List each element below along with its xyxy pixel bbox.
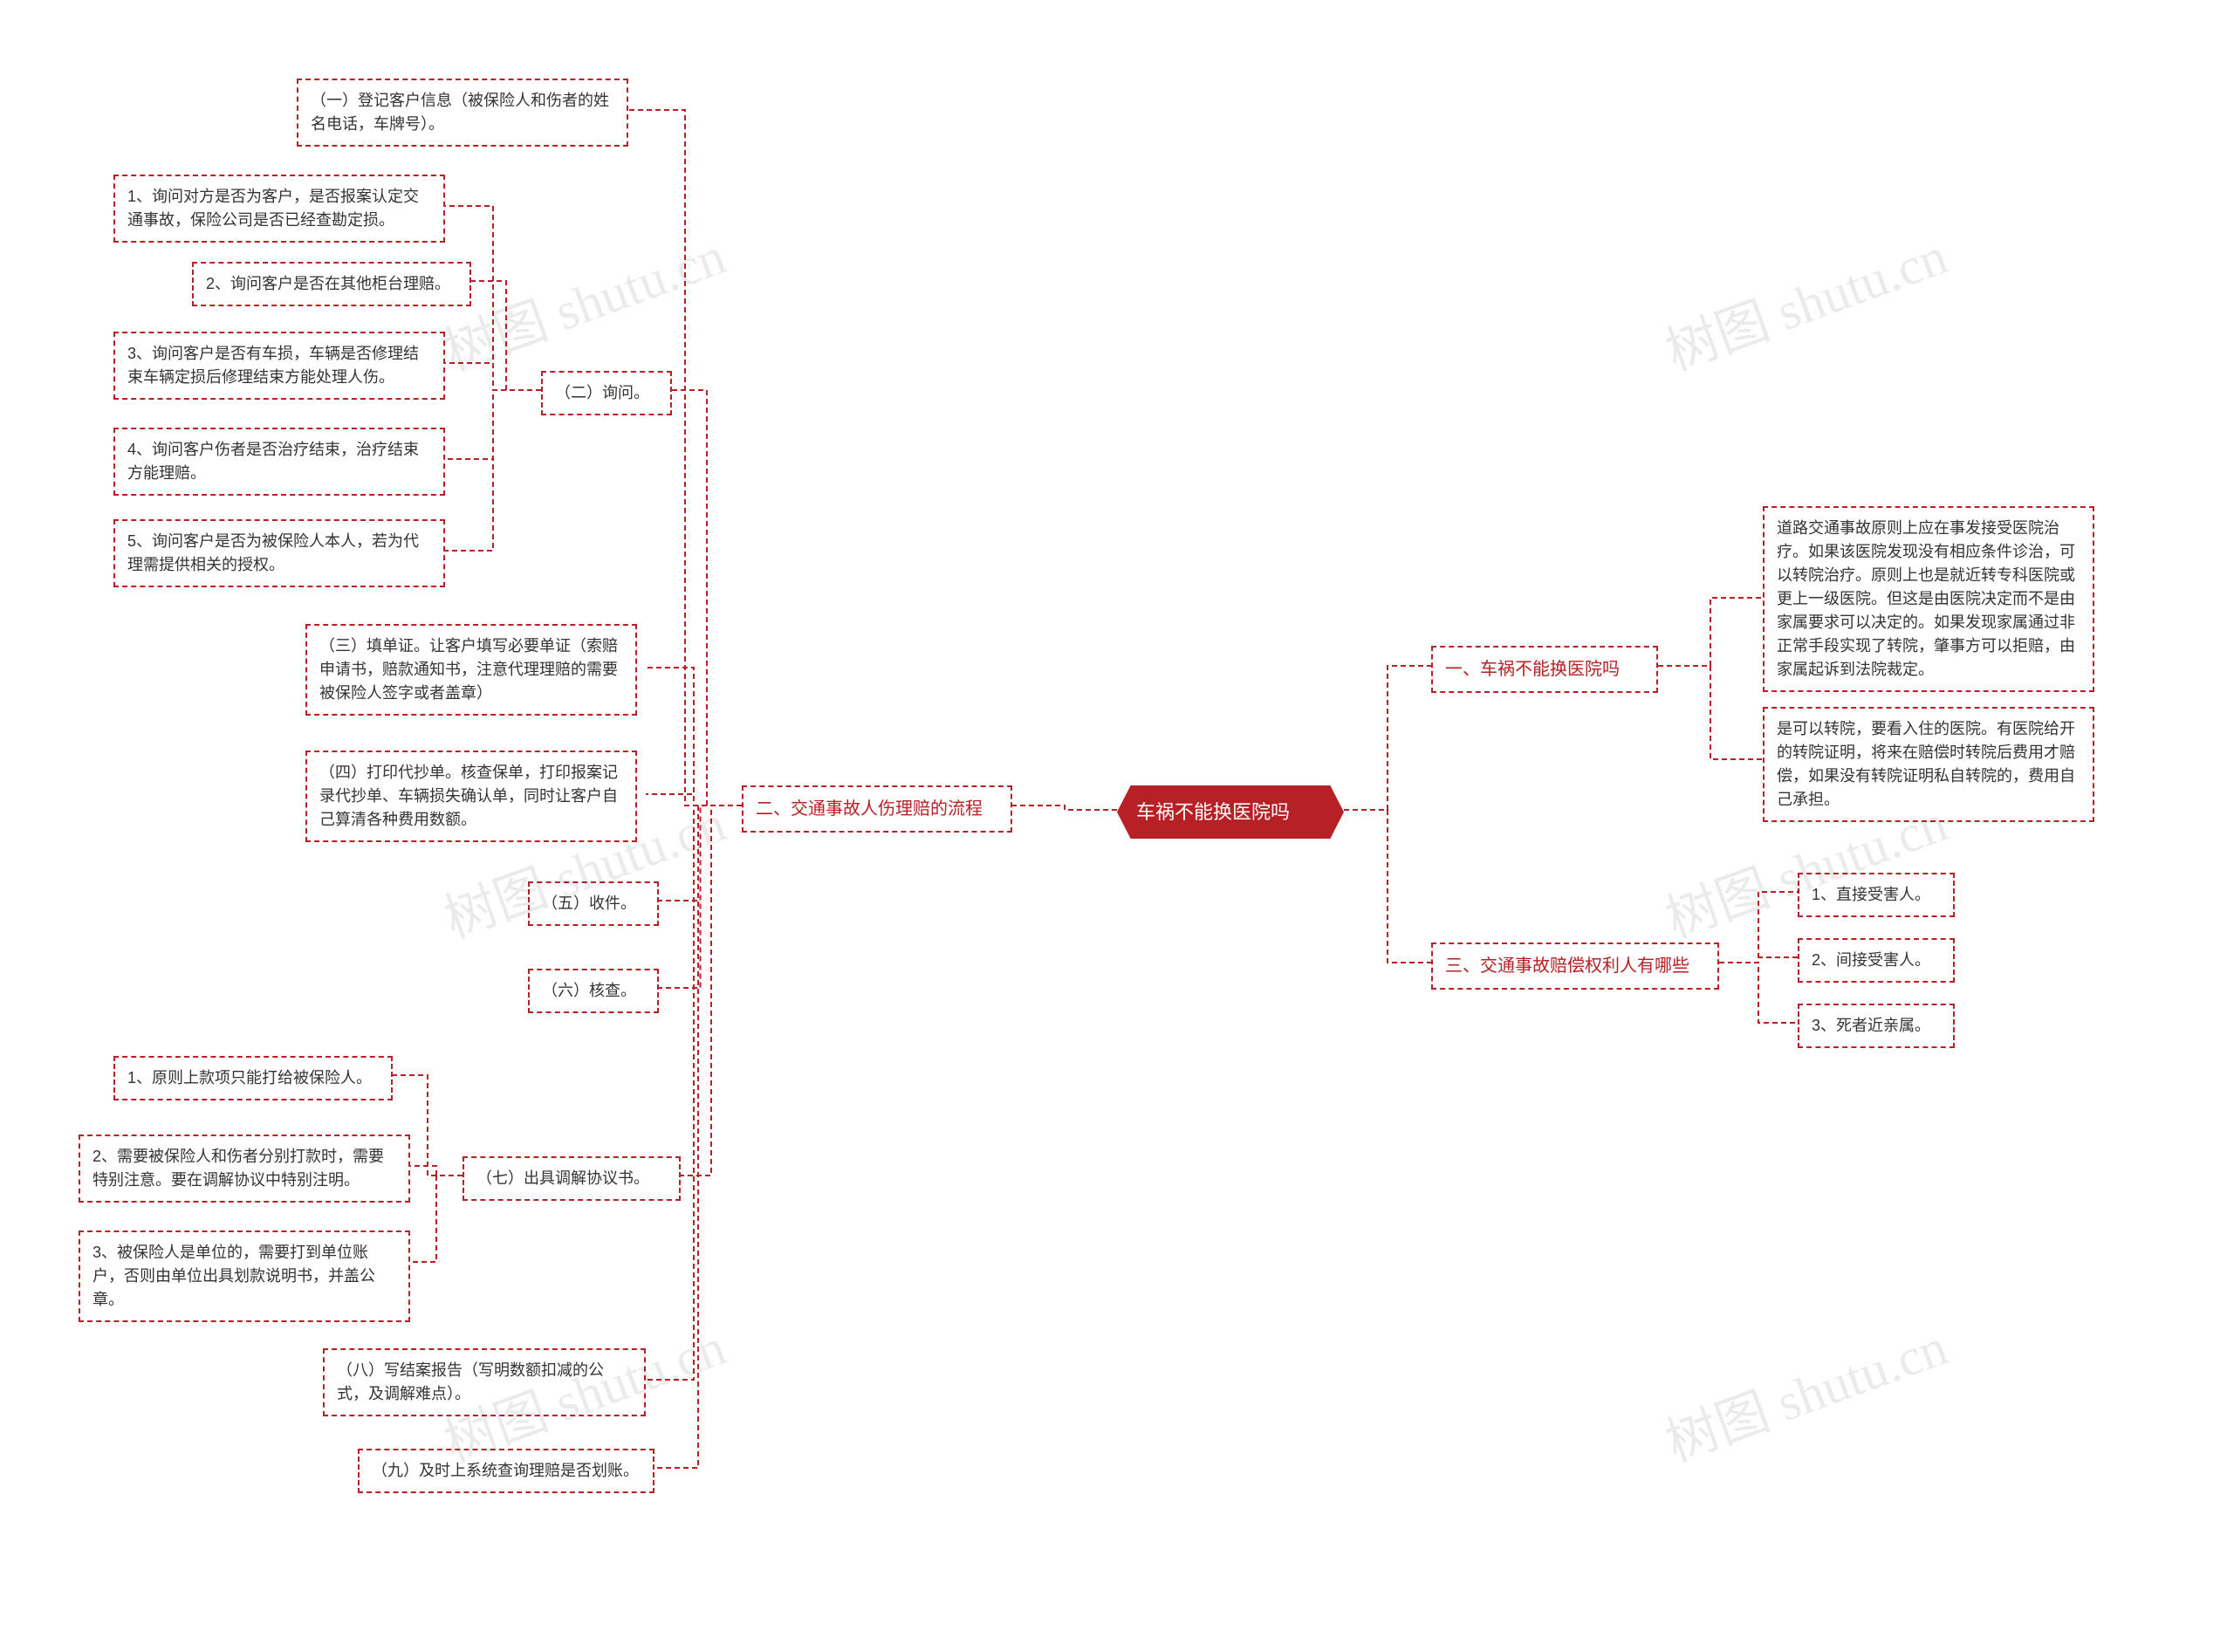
leaf-s7-1: 2、需要被保险人和伤者分别打款时，需要特别注意。要在调解协议中特别注明。 bbox=[79, 1134, 410, 1203]
leaf-s6: （六）核查。 bbox=[528, 969, 659, 1013]
leaf-r3-2: 3、死者近亲属。 bbox=[1798, 1004, 1955, 1048]
watermark: 树图 shutu.cn bbox=[1654, 1305, 1956, 1477]
leaf-s2-0: 1、询问对方是否为客户，是否报案认定交通事故，保险公司是否已经查勘定损。 bbox=[113, 175, 445, 243]
leaf-s7: （七）出具调解协议书。 bbox=[463, 1156, 681, 1201]
leaf-s1: （一）登记客户信息（被保险人和伤者的姓名电话，车牌号）。 bbox=[297, 79, 628, 147]
leaf-r3-0: 1、直接受害人。 bbox=[1798, 873, 1955, 917]
leaf-r1-1: 是可以转院，要看入住的医院。有医院给开的转院证明，将来在赔偿时转院后费用才赔偿，… bbox=[1763, 707, 2094, 822]
leaf-s2-4: 5、询问客户是否为被保险人本人，若为代理需提供相关的授权。 bbox=[113, 519, 445, 587]
watermark: 树图 shutu.cn bbox=[1654, 214, 1956, 386]
leaf-s7-2: 3、被保险人是单位的，需要打到单位账户，否则由单位出具划款说明书，并盖公章。 bbox=[79, 1230, 410, 1322]
leaf-s8: （八）写结案报告（写明数额扣减的公式，及调解难点）。 bbox=[323, 1348, 646, 1416]
leaf-s2-1: 2、询问客户是否在其他柜台理赔。 bbox=[192, 262, 471, 306]
center-node: 车祸不能换医院吗 bbox=[1117, 785, 1344, 839]
leaf-s2-3: 4、询问客户伤者是否治疗结束，治疗结束方能理赔。 bbox=[113, 428, 445, 496]
branch-r3: 三、交通事故赔偿权利人有哪些 bbox=[1431, 943, 1719, 990]
leaf-r3-1: 2、间接受害人。 bbox=[1798, 938, 1955, 983]
leaf-s7-0: 1、原则上款项只能打给被保险人。 bbox=[113, 1056, 393, 1100]
leaf-s2: （二）询问。 bbox=[541, 371, 672, 415]
leaf-s2-2: 3、询问客户是否有车损，车辆是否修理结束车辆定损后修理结束方能处理人伤。 bbox=[113, 332, 445, 400]
leaf-s3: （三）填单证。让客户填写必要单证（索赔申请书，赔款通知书，注意代理理赔的需要被保… bbox=[305, 624, 637, 716]
leaf-r1-0: 道路交通事故原则上应在事发接受医院治疗。如果该医院发现没有相应条件诊治，可以转院… bbox=[1763, 506, 2094, 692]
watermark: 树图 shutu.cn bbox=[432, 214, 734, 386]
leaf-s9: （九）及时上系统查询理赔是否划账。 bbox=[358, 1449, 654, 1493]
branch-r1: 一、车祸不能换医院吗 bbox=[1431, 646, 1658, 693]
branch-l2: 二、交通事故人伤理赔的流程 bbox=[742, 785, 1012, 833]
leaf-s5: （五）收件。 bbox=[528, 881, 659, 926]
leaf-s4: （四）打印代抄单。核查保单，打印报案记录代抄单、车辆损失确认单，同时让客户自己算… bbox=[305, 751, 637, 842]
